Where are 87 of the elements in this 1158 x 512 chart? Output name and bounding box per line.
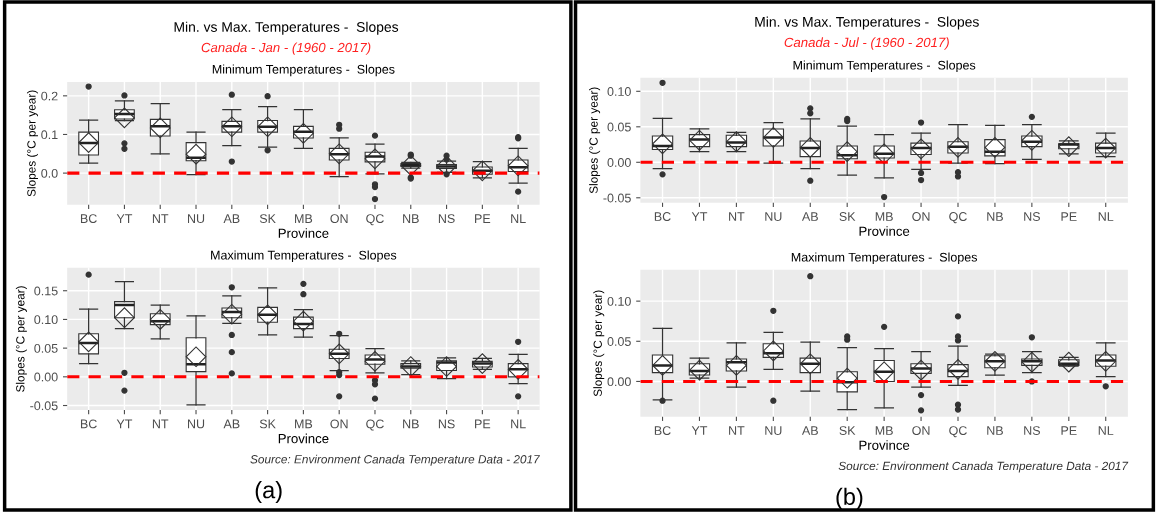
x-tick-label: MB: [295, 214, 313, 223]
x-tick-label: NL: [511, 419, 526, 429]
x-tick-label: NL: [511, 214, 526, 223]
y-tick-label: 0.00: [34, 372, 58, 382]
y-axis-title: Slopes (°C per year): [593, 290, 605, 397]
x-tick-label: QC: [949, 212, 967, 224]
x-tick-label: YT: [116, 419, 133, 429]
x-tick-label: AB: [223, 419, 240, 429]
y-tick-label: 0.05: [34, 343, 58, 353]
x-tick-label: NU: [765, 212, 782, 221]
x-tick-label: PE: [475, 214, 491, 223]
x-tick-label: QC: [366, 419, 384, 431]
x-tick-label: NB: [403, 214, 419, 223]
x-tick-label: SK: [839, 426, 856, 435]
x-tick-label: QC: [366, 214, 384, 226]
y-axis-title: Slopes (°C per year): [15, 286, 27, 392]
x-tick-label: ON: [912, 426, 930, 435]
x-tick-label: YT: [116, 214, 133, 223]
y-tick-label: 0.05: [607, 122, 631, 132]
x-tick-label: ON: [330, 419, 348, 429]
y-tick-label: 0.1: [41, 130, 58, 140]
x-tick-label: NS: [1024, 212, 1040, 221]
source-note: Source: Environment Canada Temperature Data - 2017: [250, 454, 541, 466]
chart-title: Minimum Temperatures - Slopes: [793, 60, 976, 73]
x-tick-label: NT: [152, 419, 169, 429]
x-tick-label: AB: [801, 212, 818, 221]
y-tick-label: 0.10: [34, 315, 58, 325]
x-tick-label: PE: [475, 419, 491, 429]
x-tick-label: NS: [438, 419, 455, 429]
y-tick-label: 0.0: [41, 168, 58, 178]
text: Canada - Jan - (1960 - 2017): [201, 42, 371, 55]
source-note: Source: Environment Canada Temperature Data - 2017: [838, 461, 1129, 473]
x-tick-label: BC: [80, 214, 97, 224]
y-tick-label: 0.00: [607, 377, 631, 387]
x-axis-title: Province: [859, 440, 910, 450]
x-tick-label: NU: [765, 426, 782, 435]
y-tick-label: 0.00: [607, 158, 631, 167]
x-tick-label: MB: [295, 419, 313, 429]
x-tick-label: SK: [259, 214, 276, 224]
y-tick-label: 0.2: [41, 91, 58, 101]
chart-title: Maximum Temperatures - Slopes: [211, 250, 397, 263]
x-tick-label: NS: [438, 214, 455, 224]
text: (a): [255, 481, 282, 504]
x-tick-label: PE: [1061, 426, 1077, 435]
x-tick-label: MB: [875, 212, 893, 221]
x-tick-label: SK: [839, 212, 856, 221]
x-tick-label: NU: [188, 419, 205, 429]
x-tick-label: ON: [330, 214, 348, 224]
x-tick-label: YT: [691, 212, 708, 221]
y-axis-title: Slopes (°C per year): [589, 87, 601, 194]
text: Canada - Jul - (1960 - 2017): [784, 37, 949, 50]
text: Min. vs Max. Temperatures - Slopes: [755, 16, 979, 30]
x-tick-label: NT: [729, 426, 745, 435]
y-axis-title: Slopes (°C per year): [26, 90, 38, 197]
y-tick-label: -0.05: [30, 401, 58, 411]
x-tick-label: NB: [987, 426, 1003, 435]
chart-title: Minimum Temperatures - Slopes: [212, 64, 395, 77]
x-tick-label: ON: [912, 212, 930, 221]
x-tick-label: NT: [152, 214, 169, 223]
x-tick-label: AB: [223, 214, 240, 223]
x-tick-label: BC: [80, 419, 97, 429]
y-tick-label: 0.05: [607, 337, 631, 346]
chart-title: Maximum Temperatures - Slopes: [791, 252, 978, 265]
x-tick-label: NL: [1098, 212, 1114, 221]
text: Min. vs Max. Temperatures - Slopes: [174, 21, 399, 35]
x-tick-label: PE: [1061, 212, 1077, 221]
x-tick-label: YT: [691, 426, 708, 435]
y-tick-label: 0.15: [34, 286, 58, 296]
x-tick-label: NB: [987, 212, 1003, 221]
y-tick-label: -0.05: [603, 193, 631, 203]
x-tick-label: NT: [729, 212, 745, 221]
y-tick-label: 0.10: [607, 87, 631, 96]
x-axis-title: Province: [278, 433, 329, 444]
text: (b): [836, 487, 863, 510]
x-tick-label: AB: [801, 426, 818, 435]
x-tick-label: NS: [1024, 426, 1040, 435]
x-tick-label: NB: [403, 419, 419, 429]
x-tick-label: BC: [654, 212, 671, 221]
x-axis-title: Province: [859, 226, 910, 236]
x-tick-label: SK: [259, 419, 276, 429]
x-axis-title: Province: [278, 228, 329, 238]
x-tick-label: BC: [654, 426, 671, 435]
x-tick-label: QC: [949, 426, 967, 438]
x-tick-label: NL: [1098, 426, 1114, 435]
y-tick-label: 0.10: [607, 296, 631, 306]
x-tick-label: MB: [875, 426, 893, 435]
x-tick-label: NU: [188, 214, 205, 224]
